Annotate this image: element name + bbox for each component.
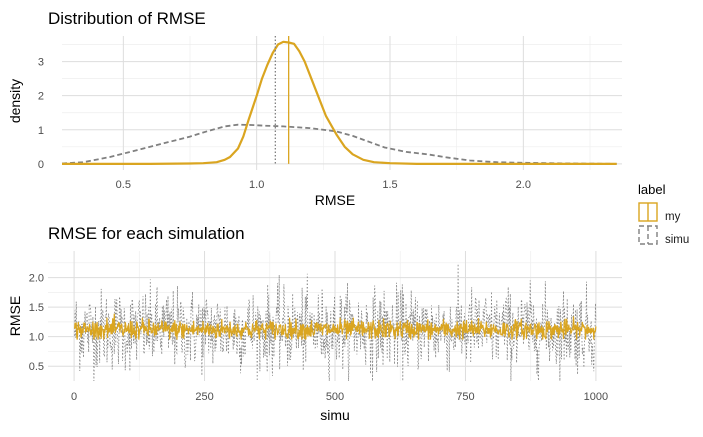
density-x-tick-label: 1.5	[382, 179, 397, 191]
series-chart-title: RMSE for each simulation	[48, 224, 245, 243]
density-x-axis-title: RMSE	[315, 192, 355, 208]
series-line-my	[74, 313, 597, 340]
density-y-ticks: 0 1 2 3	[38, 57, 44, 171]
series-y-ticks: 0.5 1.0 1.5 2.0	[29, 273, 44, 374]
density-x-tick-label: 0.5	[116, 179, 131, 191]
density-line-simu	[61, 123, 617, 165]
density-grid	[62, 36, 622, 170]
legend-key-my	[638, 202, 658, 222]
series-x-tick-label: 250	[195, 391, 213, 403]
legend: label my simu	[638, 182, 689, 246]
density-y-tick-label: 2	[38, 91, 44, 103]
series-x-tick-label: 0	[71, 391, 77, 403]
legend-key-simu	[638, 225, 658, 245]
density-chart-title: Distribution of RMSE	[48, 9, 206, 28]
density-line-my	[62, 40, 617, 165]
series-y-axis-title: RMSE	[7, 296, 23, 336]
density-x-tick-label: 1.0	[249, 179, 264, 191]
density-y-axis-title: density	[7, 79, 23, 123]
series-x-tick-label: 1000	[584, 391, 608, 403]
series-x-tick-label: 500	[326, 391, 344, 403]
density-y-tick-label: 0	[38, 159, 44, 171]
series-plot-area	[74, 263, 597, 382]
density-plot-area	[61, 36, 617, 165]
density-y-tick-label: 1	[38, 125, 44, 137]
series-y-tick-label: 0.5	[29, 361, 44, 373]
series-y-tick-label: 1.5	[29, 302, 44, 314]
series-y-tick-label: 1.0	[29, 332, 44, 344]
series-line-simu	[74, 263, 597, 382]
series-x-tick-label: 750	[456, 391, 474, 403]
series-y-tick-label: 2.0	[29, 273, 44, 285]
legend-label-my: my	[665, 211, 681, 223]
series-x-axis-title: simu	[320, 407, 350, 423]
density-x-tick-label: 2.0	[516, 179, 531, 191]
legend-title: label	[638, 182, 666, 197]
density-x-ticks: 0.5 1.0 1.5 2.0	[116, 179, 531, 191]
series-x-ticks: 0 250 500 750 1000	[71, 391, 608, 403]
legend-label-simu: simu	[665, 234, 689, 246]
density-y-tick-label: 3	[38, 57, 44, 69]
